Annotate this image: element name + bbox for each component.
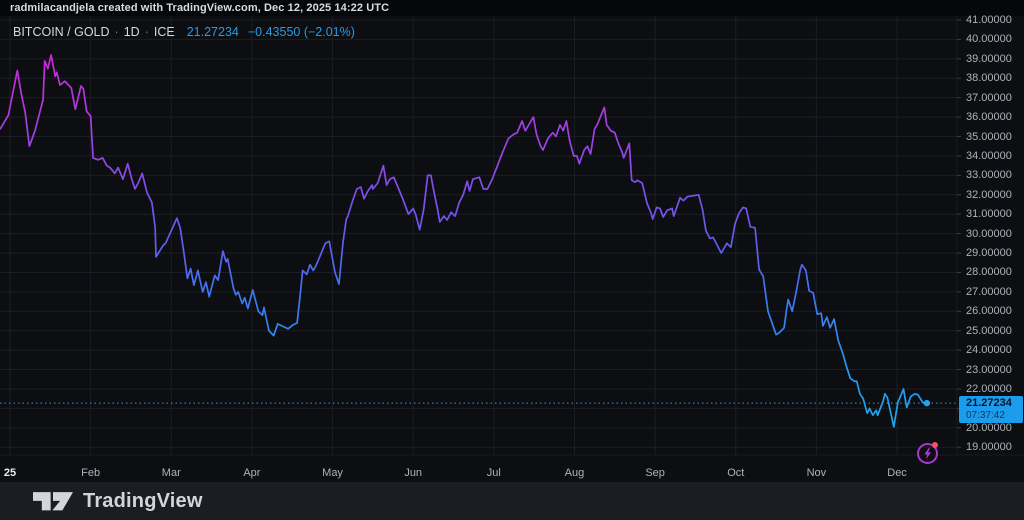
last-price-dot [923,399,931,407]
price-axis-label: 35.00000 [966,130,1012,143]
time-axis-label: Nov [806,467,827,479]
price-axis-label: 27.00000 [966,285,1012,298]
price-axis-label: 30.00000 [966,227,1012,240]
chart-area: BITCOIN / GOLD · 1D · ICE 21.27234 −0.43550 (−… [0,14,1024,482]
price-axis-label: 20.00000 [966,421,1012,434]
last-price: 21.27234 [186,25,239,39]
lightning-icon [924,447,932,460]
exchange-label: ICE [153,25,175,39]
footer-bar: TradingView [0,482,1024,520]
attribution-bar: radmilacandjela created with TradingView… [0,0,1024,16]
price-axis-label: 33.00000 [966,169,1012,182]
price-axis-label: 23.00000 [966,363,1012,376]
time-axis-label: May [322,467,343,479]
notification-dot [932,442,938,448]
last-price-label: 21.27234 07:37:42 [959,396,1023,424]
symbol-name: BITCOIN / GOLD [13,25,110,39]
price-axis-label: 24.00000 [966,344,1012,357]
time-axis-label: Apr [243,467,261,479]
legend-separator: · [114,25,119,39]
time-axis-label: Jun [404,467,423,479]
price-axis-label: 26.00000 [966,305,1012,318]
price-axis-label: 36.00000 [966,111,1012,124]
tradingview-brand-text: TradingView [83,489,203,512]
attribution-text: radmilacandjela created with TradingView… [10,2,390,14]
price-chart-canvas[interactable] [0,16,1024,482]
legend-separator: · [144,25,149,39]
price-axis-label: 22.00000 [966,382,1012,395]
price-axis-label: 31.00000 [966,208,1012,221]
time-axis-label: Aug [564,467,585,479]
price-axis-label: 25.00000 [966,324,1012,337]
price-axis-label: 19.00000 [966,441,1012,454]
price-axis-label: 29.00000 [966,247,1012,260]
time-axis-label: Oct [727,467,745,479]
time-axis-label: Dec [887,467,907,479]
price-axis-label: 28.00000 [966,266,1012,279]
time-axis-label: Mar [161,467,181,479]
tradingview-link[interactable]: TradingView [33,490,203,513]
time-axis-label: 25 [3,467,17,479]
tradingview-logo-icon [33,491,73,510]
price-axis-label: 41.00000 [966,14,1012,26]
interval-label: 1D [123,25,140,39]
price-axis-label: 34.00000 [966,149,1012,162]
price-axis-label: 38.00000 [966,72,1012,85]
last-price-value: 21.27234 [966,397,1012,410]
bar-close-countdown: 07:37:42 [966,410,1005,422]
time-axis-label: Sep [645,467,665,479]
time-axis-label: Jul [486,467,501,479]
price-axis-label: 39.00000 [966,52,1012,65]
price-line-series [0,54,928,428]
price-axis-label: 37.00000 [966,91,1012,104]
chart-legend: BITCOIN / GOLD · 1D · ICE 21.27234 −0.43550 (−… [13,25,355,39]
price-axis-label: 32.00000 [966,188,1012,201]
price-change: −0.43550 (−2.01%) [247,25,355,39]
price-axis-label: 40.00000 [966,33,1012,46]
time-axis-label: Feb [81,467,101,479]
lightning-bubble-button[interactable] [917,442,938,464]
